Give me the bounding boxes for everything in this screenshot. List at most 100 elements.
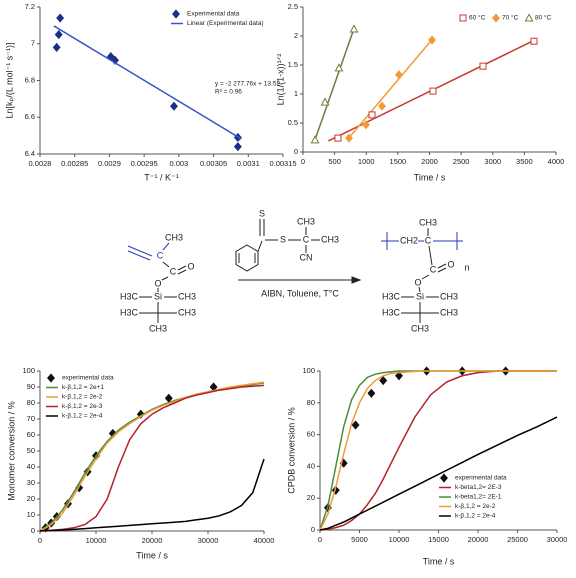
y-tick-label: 60 <box>27 430 35 439</box>
data-line <box>319 416 558 531</box>
x-tick-label: 0.0031 <box>237 159 260 168</box>
arrow-head <box>351 276 362 284</box>
legend-label: k-β,1,2 = 2e+1 <box>62 384 104 391</box>
data-point <box>54 29 63 40</box>
legend-label: k-beta1,2= 2E-3 <box>455 484 502 491</box>
x-axis-label: Time / s <box>136 550 168 560</box>
legend-label: k-β,1,2 = 2e-4 <box>455 513 496 520</box>
data-line <box>39 384 265 532</box>
data-point <box>334 63 344 72</box>
atom-label: C <box>430 264 437 274</box>
atom-label: S <box>259 208 265 218</box>
data-point <box>334 134 342 142</box>
atom-label: O <box>414 277 421 287</box>
repeat-index: n <box>464 262 469 272</box>
y-tick-label: 40 <box>307 461 315 470</box>
annotation: y = -2 277.76x + 13.52 <box>215 81 280 88</box>
data-point <box>530 37 538 45</box>
atom-label: H3C <box>120 291 139 301</box>
y-tick-label: 20 <box>27 494 35 503</box>
legend-label: k-β,1,2 = 2e-2 <box>62 394 103 401</box>
y-tick-label: 50 <box>27 446 35 455</box>
y-tick-label: 40 <box>27 462 35 471</box>
fit-line <box>346 38 434 141</box>
y-tick-label: 20 <box>307 493 315 502</box>
data-point <box>233 142 242 152</box>
atom-label: CH3 <box>178 291 196 301</box>
atom-label: C <box>157 250 164 260</box>
y-tick-label: 6.6 <box>25 112 35 121</box>
legend-marker <box>47 373 55 383</box>
x-tick-label: 30000 <box>547 535 568 544</box>
x-tick-label: 0 <box>38 536 42 545</box>
atom-label: H3C <box>382 307 401 317</box>
bond <box>162 261 170 268</box>
x-tick-label: 0.0028 <box>29 159 52 168</box>
data-point <box>349 24 359 33</box>
x-tick-label: 30000 <box>198 536 219 545</box>
atom-label: C <box>303 234 310 244</box>
legend-marker <box>440 473 448 483</box>
y-tick-label: 90 <box>27 382 35 391</box>
legend-label: 60 °C <box>469 14 486 22</box>
bond <box>177 269 187 275</box>
x-tick-label: 3000 <box>484 157 501 166</box>
y-tick-label: 10 <box>27 510 35 519</box>
y-tick-label: 70 <box>27 414 35 423</box>
data-point <box>310 135 320 144</box>
data-line <box>39 458 265 532</box>
atom-label: C <box>170 266 177 276</box>
data-point <box>428 35 436 45</box>
legend-label: Experimental data <box>187 11 240 18</box>
x-tick-label: 0.00285 <box>61 159 88 168</box>
y-tick-label: 1.5 <box>288 60 298 69</box>
atom-label: O <box>187 261 194 271</box>
x-tick-label: 25000 <box>507 535 528 544</box>
y-axis-label: Ln(1/(1-x))¹ᐟ² <box>275 54 285 106</box>
x-tick-label: 10000 <box>86 536 107 545</box>
bond <box>437 263 447 269</box>
atom-label: CH3 <box>321 234 339 244</box>
x-tick-label: 0 <box>318 535 322 544</box>
legend-marker <box>459 14 467 22</box>
data-line <box>319 370 557 531</box>
bond <box>127 250 151 261</box>
x-tick-label: 500 <box>328 157 341 166</box>
x-tick-label: 15000 <box>428 535 449 544</box>
x-tick-label: 0.00315 <box>269 159 296 168</box>
atom-label: H3C <box>382 291 401 301</box>
x-tick-label: 0.0029 <box>98 159 121 168</box>
legend-label: 80 °C <box>535 14 552 22</box>
y-tick-label: 7 <box>31 39 35 48</box>
atom-label: Si <box>154 291 162 301</box>
x-tick-label: 3500 <box>516 157 533 166</box>
data-point <box>367 388 376 398</box>
y-axis-label: CPDB conversion / % <box>286 407 296 494</box>
x-tick-label: 1000 <box>358 157 375 166</box>
data-point <box>52 42 61 52</box>
data-point <box>395 371 403 381</box>
atom-label: Si <box>416 291 424 301</box>
atom-label: S <box>280 234 286 244</box>
data-point <box>479 62 487 70</box>
atom-label: CH3 <box>419 217 437 227</box>
x-tick-label: 0.00305 <box>200 159 227 168</box>
bond <box>177 265 187 271</box>
atom-label: CH3 <box>297 216 315 226</box>
data-point <box>395 70 403 80</box>
y-tick-label: 30 <box>27 478 35 487</box>
data-line <box>39 381 265 532</box>
y-tick-label: 0.5 <box>288 118 298 127</box>
annotation: R² = 0.96 <box>215 89 242 96</box>
bond <box>127 245 153 257</box>
atom-label: CH3 <box>440 307 458 317</box>
legend-label: k-β,1,2 = 2e-4 <box>62 413 103 420</box>
x-tick-label: 0 <box>301 157 305 166</box>
x-tick-label: 2500 <box>453 157 470 166</box>
atom-label: CN <box>300 252 313 262</box>
data-point <box>136 409 145 419</box>
y-axis-label: Monomer conversion / % <box>6 401 16 501</box>
x-tick-label: 2000 <box>421 157 438 166</box>
x-axis-label: Time / s <box>423 556 455 566</box>
